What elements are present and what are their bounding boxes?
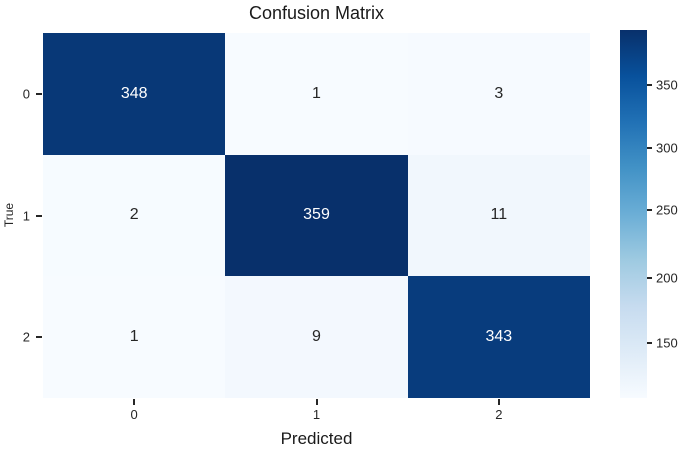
heatmap-cell-0-2: 3 <box>407 33 590 155</box>
x-tick-label: 2 <box>495 407 503 422</box>
colorbar <box>620 30 647 398</box>
heatmap-cell-1-1: 359 <box>225 154 408 277</box>
heatmap-cell-0-0: 348 <box>43 33 226 155</box>
heatmap-grid: 348 1 3 2 359 11 1 9 343 <box>43 33 590 398</box>
colorbar-tick-mark <box>647 342 652 344</box>
colorbar-tick-label: 300 <box>656 140 678 156</box>
x-tick-mark <box>497 399 500 405</box>
x-tick-label: 1 <box>312 407 321 422</box>
x-tick-label: 0 <box>130 407 138 422</box>
x-tick-mark <box>133 399 136 405</box>
y-axis-label: True <box>2 202 16 228</box>
y-tick-label: 1 <box>22 208 30 223</box>
colorbar-tick-label: 350 <box>656 77 678 93</box>
y-tick-label: 0 <box>22 86 30 102</box>
heatmap-cell-2-1: 9 <box>225 276 408 398</box>
heatmap-cell-1-0: 2 <box>43 154 226 277</box>
colorbar-tick-label: 250 <box>656 202 678 218</box>
y-tick-mark <box>36 92 42 95</box>
colorbar-tick-label: 150 <box>656 335 678 351</box>
colorbar-tick-mark <box>647 147 652 149</box>
y-tick-mark <box>36 336 42 339</box>
y-tick-label: 2 <box>22 329 30 345</box>
heatmap-cell-0-1: 1 <box>225 33 408 155</box>
x-axis-label: Predicted <box>280 429 353 448</box>
colorbar-tick-mark <box>647 209 652 211</box>
chart-title: Confusion Matrix <box>248 3 385 23</box>
colorbar-tick-mark <box>647 277 652 279</box>
heatmap-cell-1-2: 11 <box>407 154 590 277</box>
colorbar-tick-mark <box>647 84 652 86</box>
colorbar-tick-label: 200 <box>656 270 678 286</box>
y-tick-mark <box>36 214 42 217</box>
heatmap-cell-2-2: 343 <box>407 276 590 398</box>
heatmap-cell-2-0: 1 <box>43 276 226 398</box>
x-tick-mark <box>315 399 318 405</box>
